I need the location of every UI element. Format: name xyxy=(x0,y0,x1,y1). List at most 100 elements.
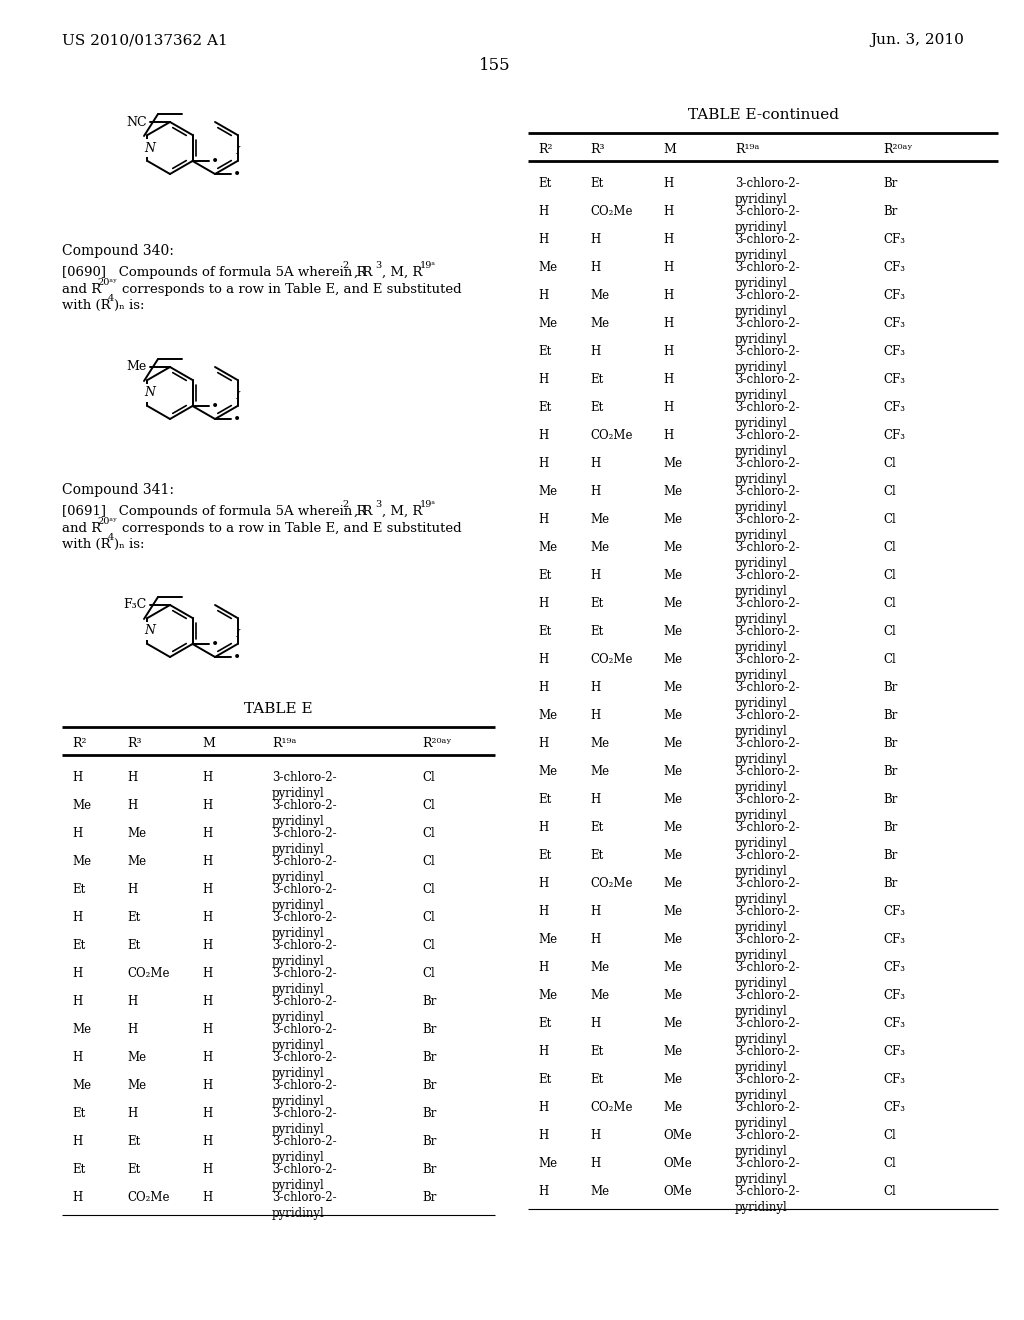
Text: Cl: Cl xyxy=(883,1158,896,1170)
Text: H: H xyxy=(127,1023,137,1036)
Text: Me: Me xyxy=(590,1185,609,1199)
Text: Br: Br xyxy=(883,876,897,890)
Text: , R: , R xyxy=(354,506,373,517)
Text: Me: Me xyxy=(538,989,557,1002)
Text: Et: Et xyxy=(590,821,603,834)
Text: I: I xyxy=(236,391,240,401)
Text: Me: Me xyxy=(663,484,682,498)
Text: Et: Et xyxy=(590,849,603,862)
Text: CF₃: CF₃ xyxy=(883,289,905,302)
Text: R³: R³ xyxy=(127,737,141,750)
Text: H: H xyxy=(72,1051,82,1064)
Text: Cl: Cl xyxy=(422,883,435,896)
Text: Cl: Cl xyxy=(883,513,896,525)
Text: H: H xyxy=(538,1129,548,1142)
Text: Me: Me xyxy=(538,317,557,330)
Text: Me: Me xyxy=(663,681,682,694)
Text: CO₂Me: CO₂Me xyxy=(590,205,633,218)
Text: Me: Me xyxy=(663,624,682,638)
Text: 3-chloro-2-
pyridinyl: 3-chloro-2- pyridinyl xyxy=(272,939,337,968)
Text: Me: Me xyxy=(663,906,682,917)
Text: NC: NC xyxy=(126,116,147,128)
Text: H: H xyxy=(590,457,600,470)
Text: 3-chloro-2-
pyridinyl: 3-chloro-2- pyridinyl xyxy=(272,771,337,800)
Text: R²: R² xyxy=(72,737,86,750)
Text: OMe: OMe xyxy=(663,1158,692,1170)
Text: Cl: Cl xyxy=(883,597,896,610)
Text: H: H xyxy=(538,429,548,442)
Text: Me: Me xyxy=(663,766,682,777)
Text: H: H xyxy=(538,653,548,667)
Text: Me: Me xyxy=(538,541,557,554)
Text: H: H xyxy=(72,968,82,979)
Text: H: H xyxy=(538,1185,548,1199)
Text: H: H xyxy=(538,821,548,834)
Text: Et: Et xyxy=(590,1045,603,1059)
Text: H: H xyxy=(127,883,137,896)
Text: Me: Me xyxy=(663,737,682,750)
Text: H: H xyxy=(590,1016,600,1030)
Text: Cl: Cl xyxy=(883,541,896,554)
Text: )ₙ is:: )ₙ is: xyxy=(114,539,144,550)
Text: 2: 2 xyxy=(342,261,348,271)
Text: H: H xyxy=(538,737,548,750)
Text: I: I xyxy=(236,147,240,156)
Text: Cl: Cl xyxy=(422,911,435,924)
Text: corresponds to a row in Table E, and E substituted: corresponds to a row in Table E, and E s… xyxy=(122,282,462,296)
Text: •: • xyxy=(233,168,242,181)
Text: Me: Me xyxy=(663,849,682,862)
Text: Cl: Cl xyxy=(422,828,435,840)
Text: H: H xyxy=(72,828,82,840)
Text: Cl: Cl xyxy=(422,939,435,952)
Text: H: H xyxy=(127,799,137,812)
Text: •: • xyxy=(233,412,242,426)
Text: H: H xyxy=(202,1107,212,1119)
Text: H: H xyxy=(590,681,600,694)
Text: F₃C: F₃C xyxy=(124,598,147,611)
Text: and R: and R xyxy=(62,282,101,296)
Text: H: H xyxy=(538,876,548,890)
Text: Br: Br xyxy=(422,1051,436,1064)
Text: Cl: Cl xyxy=(422,855,435,869)
Text: Et: Et xyxy=(538,793,551,807)
Text: Me: Me xyxy=(663,569,682,582)
Text: H: H xyxy=(538,1045,548,1059)
Text: Me: Me xyxy=(72,799,91,812)
Text: Me: Me xyxy=(590,541,609,554)
Text: H: H xyxy=(202,1051,212,1064)
Text: Me: Me xyxy=(663,1101,682,1114)
Text: Me: Me xyxy=(663,541,682,554)
Text: Me: Me xyxy=(663,793,682,807)
Text: 19ᵃ: 19ᵃ xyxy=(420,500,436,510)
Text: Et: Et xyxy=(590,401,603,414)
Text: R²⁰ᵃʸ: R²⁰ᵃʸ xyxy=(883,143,912,156)
Text: Et: Et xyxy=(72,1163,85,1176)
Text: Me: Me xyxy=(663,1073,682,1086)
Text: Et: Et xyxy=(127,911,140,924)
Text: and R: and R xyxy=(62,521,101,535)
Text: N: N xyxy=(144,141,155,154)
Text: Me: Me xyxy=(127,1078,146,1092)
Text: H: H xyxy=(202,1191,212,1204)
Text: 3-chloro-2-
pyridinyl: 3-chloro-2- pyridinyl xyxy=(735,429,800,458)
Text: 3-chloro-2-
pyridinyl: 3-chloro-2- pyridinyl xyxy=(735,345,800,374)
Text: Br: Br xyxy=(883,821,897,834)
Text: Me: Me xyxy=(590,317,609,330)
Text: H: H xyxy=(538,1101,548,1114)
Text: H: H xyxy=(590,793,600,807)
Text: [0690]   Compounds of formula 5A wherein R: [0690] Compounds of formula 5A wherein R xyxy=(62,267,367,279)
Text: Me: Me xyxy=(590,989,609,1002)
Text: R¹⁹ᵃ: R¹⁹ᵃ xyxy=(272,737,296,750)
Text: •: • xyxy=(211,154,219,168)
Text: H: H xyxy=(202,911,212,924)
Text: CO₂Me: CO₂Me xyxy=(590,429,633,442)
Text: 3-chloro-2-
pyridinyl: 3-chloro-2- pyridinyl xyxy=(735,766,800,793)
Text: Br: Br xyxy=(883,737,897,750)
Text: 3-chloro-2-
pyridinyl: 3-chloro-2- pyridinyl xyxy=(735,1045,800,1073)
Text: H: H xyxy=(663,401,673,414)
Text: 3-chloro-2-
pyridinyl: 3-chloro-2- pyridinyl xyxy=(272,1135,337,1163)
Text: 3-chloro-2-
pyridinyl: 3-chloro-2- pyridinyl xyxy=(735,961,800,990)
Text: Et: Et xyxy=(538,1016,551,1030)
Text: Et: Et xyxy=(590,1073,603,1086)
Text: Cl: Cl xyxy=(883,457,896,470)
